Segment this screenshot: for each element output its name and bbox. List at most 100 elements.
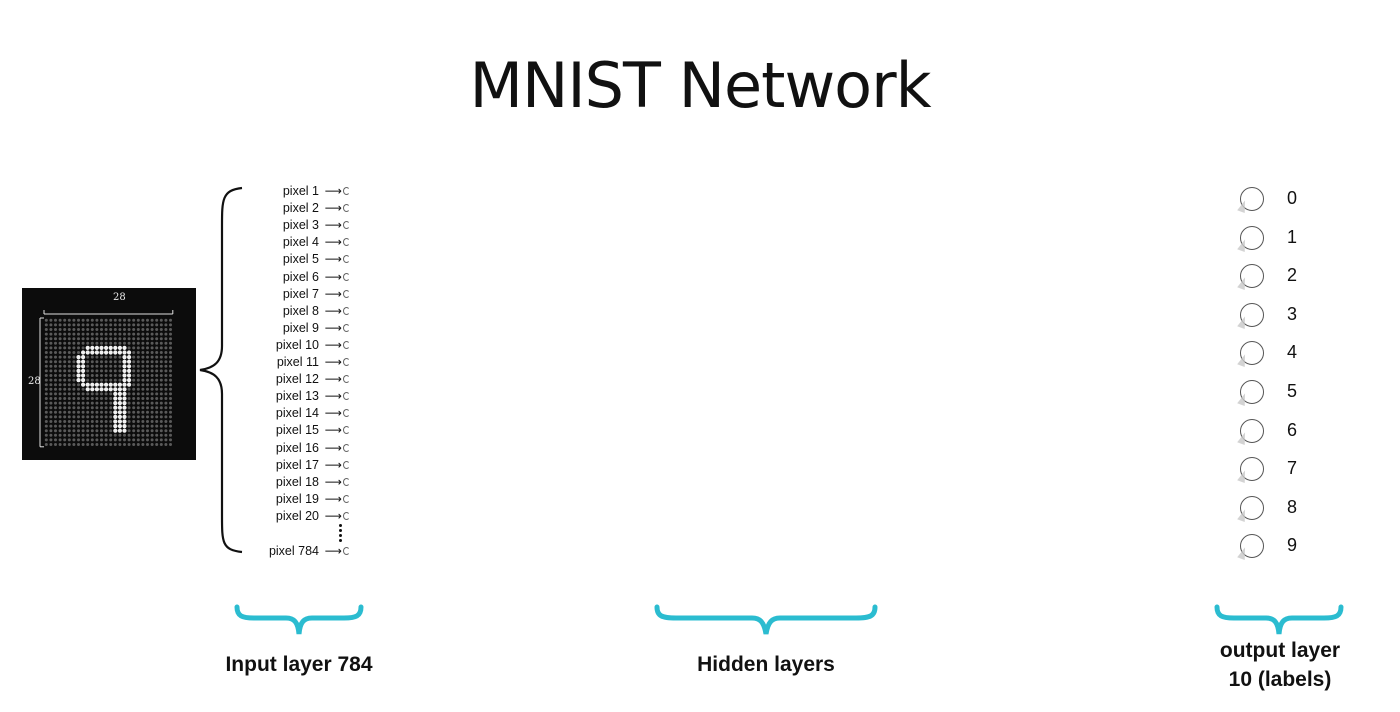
pixel-dot-on [113,382,118,387]
pixel-dot-off [100,332,103,336]
pixel-dot-off [67,341,71,345]
pixel-dot-off [146,406,149,410]
arrow-icon: ⟶ [324,269,342,284]
pixel-dot-off [86,341,90,345]
pixel-dot-off [63,318,67,322]
pixel-dot-on [76,373,81,378]
pixel-dot-on [122,424,127,429]
pixel-dot-off [169,323,172,327]
pixel-dot-off [54,341,57,345]
pixel-dot-off [90,392,94,396]
pixel-dot-on [85,350,90,355]
pixel-dot-off [81,410,85,414]
pixel-dot-off [95,341,99,345]
pixel-dot-off [81,337,85,341]
pixel-dot-off [44,332,48,336]
pixel-dot-on [122,410,127,415]
pixel-dot-off [150,378,154,382]
pixel-dot-off [118,337,122,341]
pixel-dot-on [81,364,86,369]
pixel-dot-off [159,355,163,359]
pixel-dot-off [118,374,122,377]
pixel-dot-off [169,346,172,350]
pixel-dot-off [155,433,159,437]
pixel-dot-off [58,328,62,331]
pixel-dot-off [150,355,154,359]
pixel-dot-off [81,323,85,327]
pixel-dot-off [109,401,113,405]
pixel-dot-off [104,369,108,373]
pixel-dot-off [132,420,136,423]
pixel-dot-on [113,391,118,396]
pixel-dot-off [63,332,67,336]
input-node [343,460,350,469]
pixel-dot-off [146,383,149,387]
pixel-dot-off [63,406,67,410]
pixel-dot-off [169,374,172,377]
pixel-label: pixel 784 [268,544,319,558]
pixel-dot-off [164,328,168,331]
pixel-row: pixel 6 ⟶ [200,269,350,286]
pixel-dot-off [44,318,48,322]
pixel-dot-on [117,414,122,419]
pixel-label: pixel 16 [275,440,319,455]
pixel-dot-off [77,383,80,387]
pixel-dot-off [100,429,103,433]
pixel-dot-on [117,419,122,424]
pixel-dot-off [81,415,85,419]
pixel-row: pixel 20 ⟶ [200,508,350,525]
pixel-dot-off [49,341,53,345]
pixel-dot-off [67,397,71,400]
pixel-dot-off [104,341,108,345]
pixel-dot-off [58,351,62,354]
pixel-dot-off [49,351,53,354]
pixel-dot-off [63,374,67,377]
pixel-dot-off [90,360,94,364]
pixel-dot-off [155,401,159,405]
pixel-dot-off [136,387,140,391]
pixel-dot-off [146,433,149,437]
arrow-icon: ⟶ [324,389,342,404]
pixel-dot-off [49,401,53,405]
pixel-dot-off [49,383,53,387]
pixel-dot-on [113,387,118,392]
pixel-dot-off [150,429,154,433]
pixel-row: pixel 1 ⟶ [200,183,350,200]
pixel-dot-off [90,433,94,437]
pixel-dot-off [113,318,117,322]
pixel-dot-off [90,443,94,446]
pixel-dot-off [146,397,149,400]
pixel-dot-off [81,443,85,446]
pixel-dot-off [90,332,94,336]
pixel-dot-off [155,383,159,387]
pixel-dot-off [44,401,48,405]
pixel-dot-off [86,424,90,428]
pixel-dot-on [104,345,109,350]
pixel-dot-off [104,360,108,364]
pixel-dot-off [127,328,131,331]
pixel-dot-off [146,443,149,446]
pixel-dot-off [44,323,48,327]
output-layer-caption-line2: 10 (labels) [1228,668,1332,691]
pixel-dot-off [113,369,117,373]
pixel-dot-off [67,443,71,446]
pixel-dot-off [146,415,149,419]
pixel-dot-on [104,382,109,387]
pixel-row: pixel 5 ⟶ [200,251,350,268]
pixel-dot-off [169,341,172,345]
pixel-dot-off [146,378,149,382]
pixel-dot-off [164,323,168,327]
pixel-dot-off [155,438,159,442]
pixel-dot-off [136,406,140,410]
pixel-dot-off [44,346,48,350]
pixel-dot-off [169,369,172,373]
pixel-dot-off [86,323,90,327]
pixel-dot-off [104,392,108,396]
pixel-dot-off [100,378,103,382]
pixel-dot-off [169,392,172,396]
pixel-dot-off [67,374,71,377]
pixel-dot-off [95,433,99,437]
pixel-dot-off [169,406,172,410]
pixel-dot-off [86,378,90,382]
pixel-dot-off [132,383,136,387]
